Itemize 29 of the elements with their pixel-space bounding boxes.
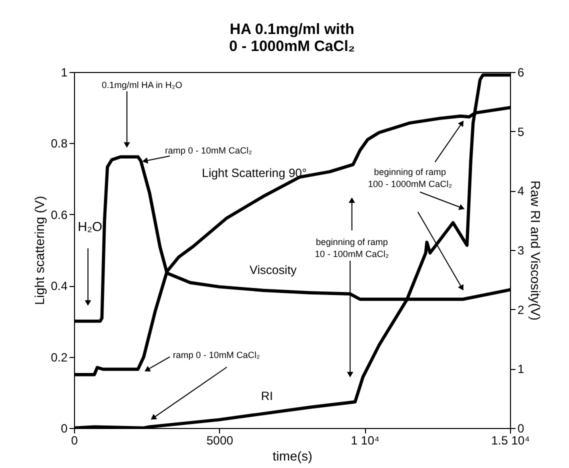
annotation: beginning of ramp 10 - 100mM CaCl₂: [314, 237, 390, 260]
annotation: ramp 0 - 10mM CaCl₂: [164, 145, 252, 156]
x-tick-label: 1.5 10⁴: [491, 434, 530, 448]
y-tick-label: 0.2: [50, 350, 68, 364]
annotation: 0.1mg/ml HA in H₂O: [102, 80, 182, 90]
y2-axis-title: Raw RI and Viscosity(V): [528, 180, 544, 320]
series-label: RI: [261, 388, 274, 403]
y2-tick-label: 2: [518, 302, 524, 317]
x-tick-label: 1 10⁴: [350, 434, 380, 448]
y-tick-label: 1: [60, 66, 68, 80]
y-tick-label: 0.8: [50, 136, 68, 151]
annotation: ramp 0 - 10mM CaCl₂: [172, 350, 260, 360]
x-tick-label: 0: [71, 434, 78, 448]
y2-tick-label: 4: [518, 184, 524, 198]
annotation: H₂O: [78, 218, 102, 234]
y2-tick-label: 3: [518, 244, 524, 258]
x-axis-title: time(s): [272, 448, 312, 464]
y-tick-label: 0.6: [50, 208, 68, 222]
y-axis-title: Light scattering (V): [32, 196, 47, 306]
y-tick-label: 0: [60, 422, 68, 436]
x-tick-label: 5000: [206, 434, 234, 448]
series-label: Viscosity: [250, 262, 297, 277]
y2-tick-label: 0: [518, 422, 524, 436]
chart-title: HA 0.1mg/ml with 0 - 1000mM CaCl₂: [229, 21, 355, 55]
y2-tick-label: 1: [518, 362, 524, 376]
y2-tick-label: 6: [518, 66, 524, 80]
y2-tick-label: 5: [518, 124, 524, 139]
annotation: beginning of ramp 100 - 1000mM CaCl₂: [368, 167, 453, 190]
y-tick-label: 0.4: [50, 279, 68, 294]
